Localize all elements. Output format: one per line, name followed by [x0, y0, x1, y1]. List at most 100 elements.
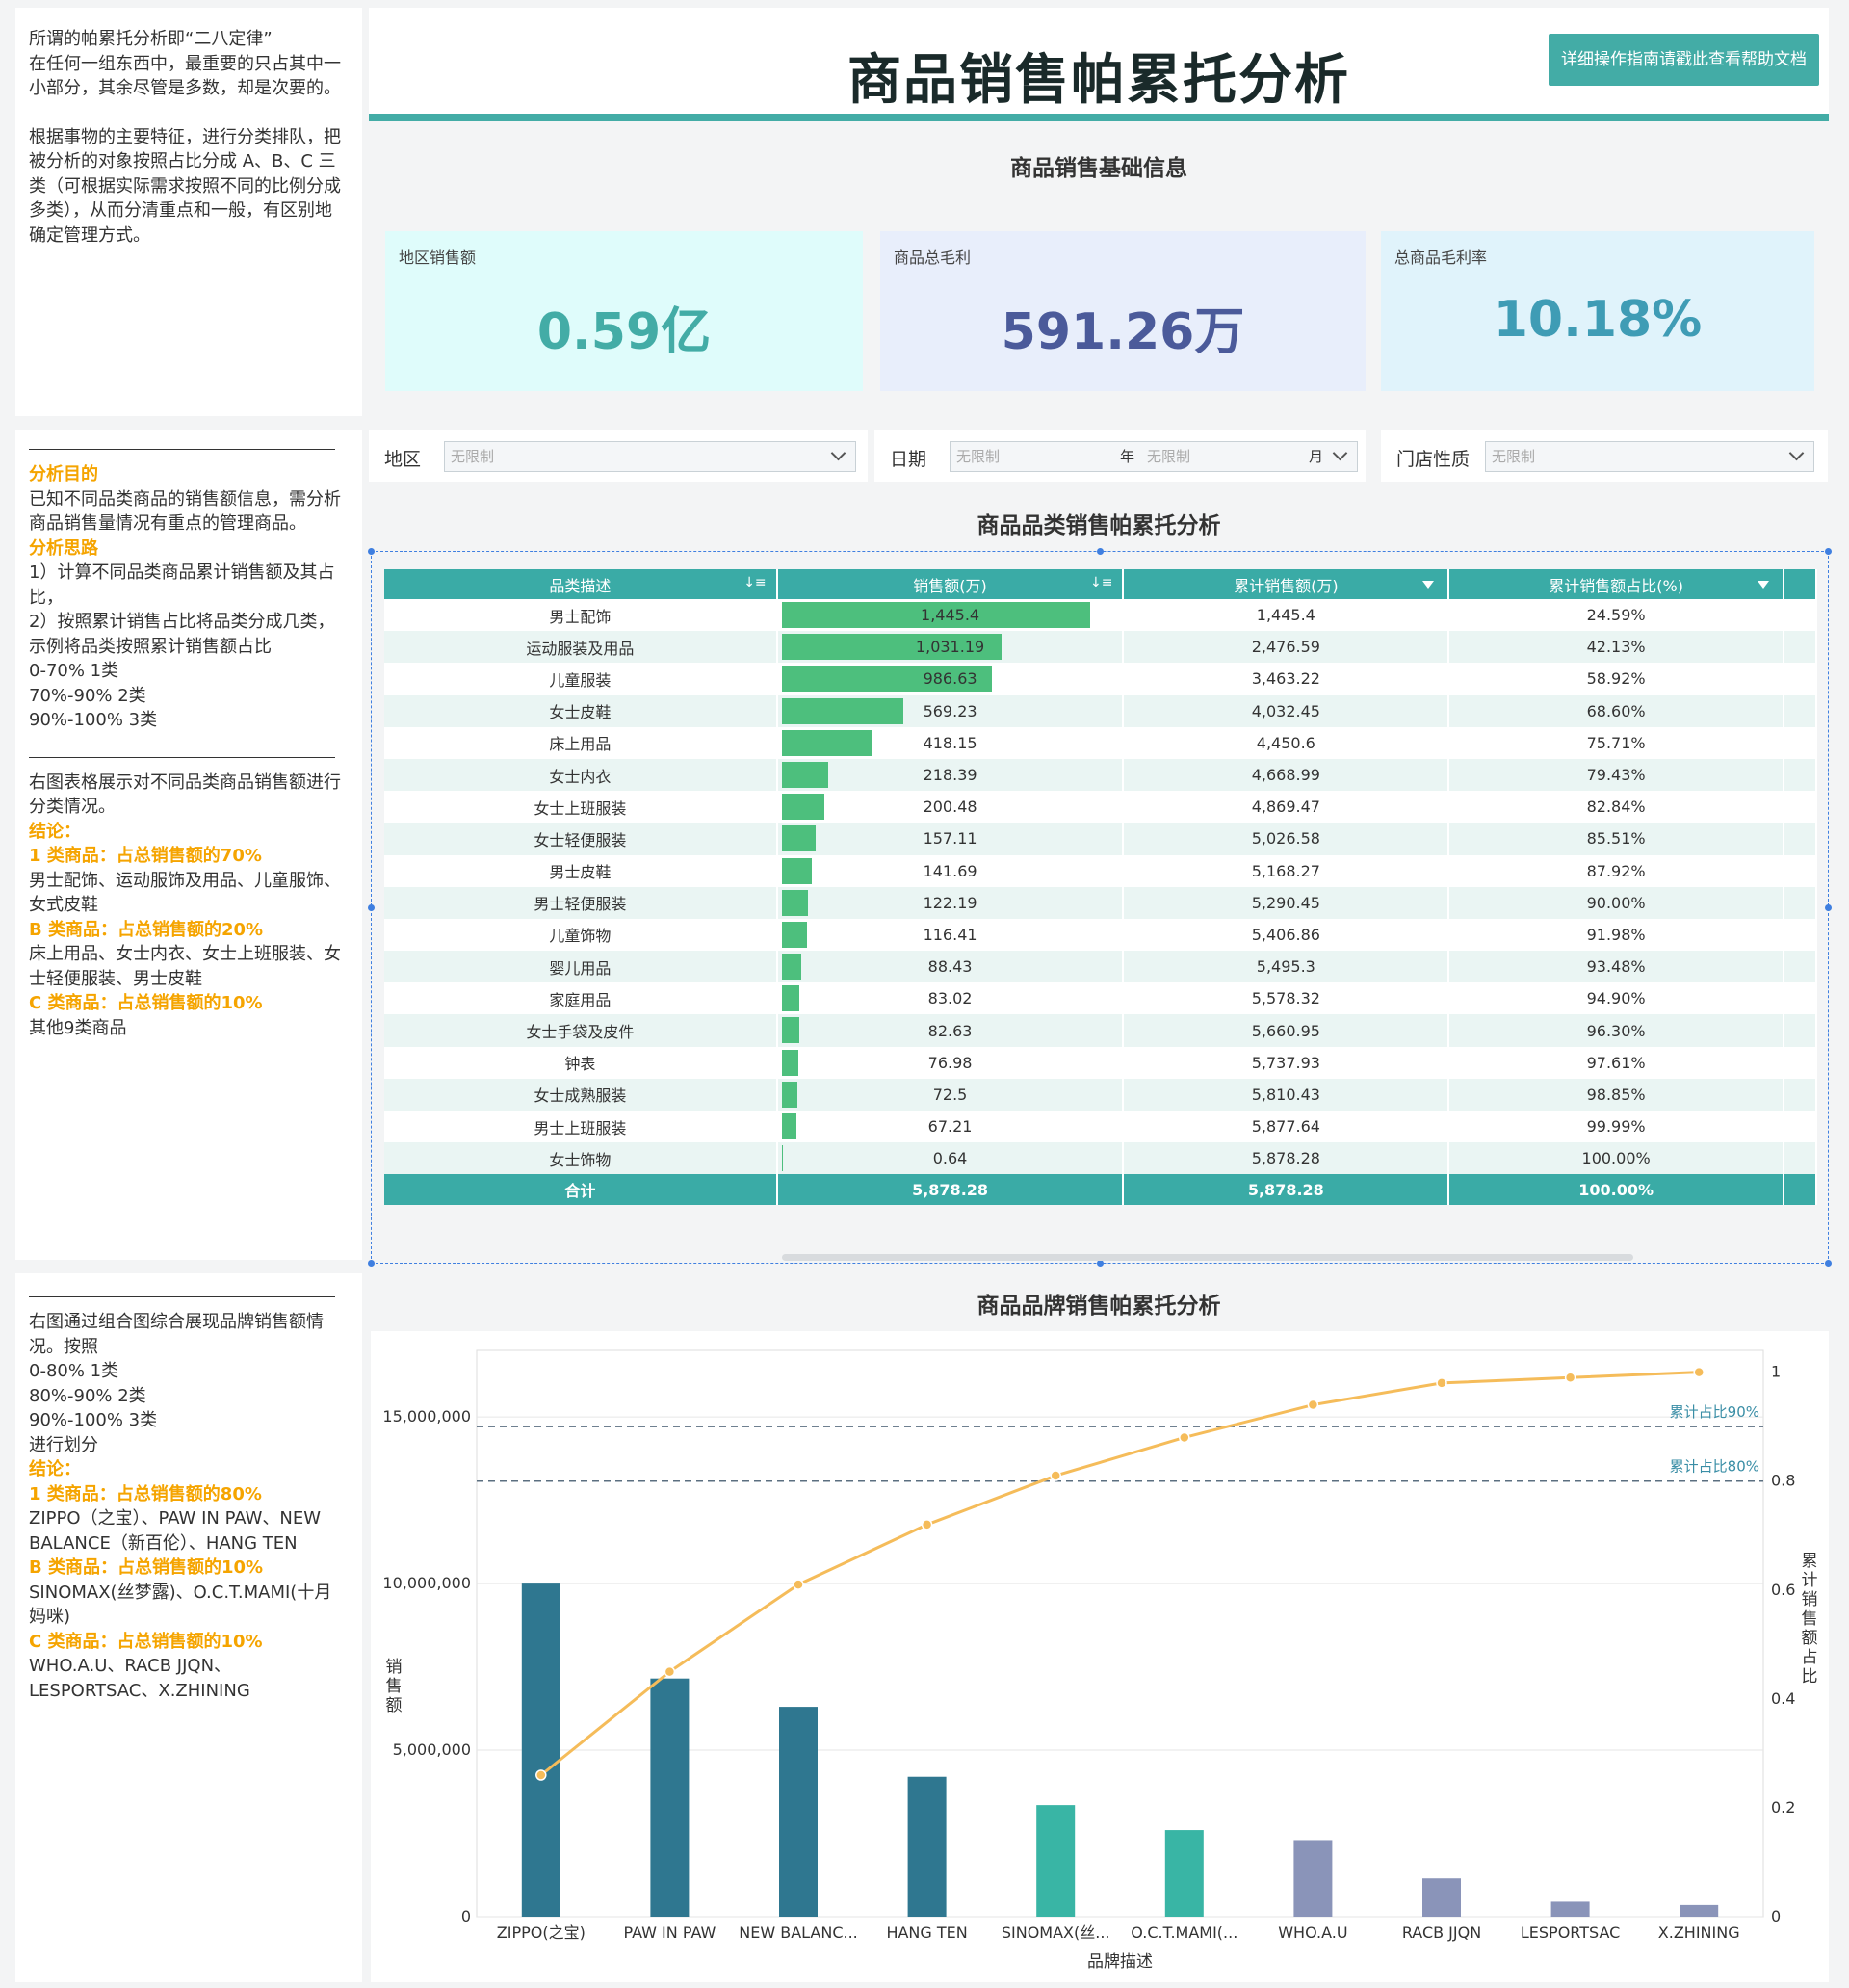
resize-handle[interactable] [368, 904, 375, 911]
date-filter-label: 日期 [890, 449, 927, 470]
total-sales: 5,878.28 [776, 1174, 1125, 1206]
bar [1680, 1904, 1719, 1917]
category-desc: 右图表格展示对不同品类商品销售额进行分类情况。 [29, 772, 341, 818]
help-doc-button[interactable]: 详细操作指南请戳此查看帮助文档 [1549, 34, 1819, 86]
cumulative-point [1307, 1399, 1319, 1411]
brand-pareto-chart: 0 5,000,000 10,000,000 15,000,000 0 0.2 0.4 0.6… [371, 1331, 1829, 1982]
header-sales[interactable]: 销售额(万) ↓≡ [776, 569, 1125, 599]
cell-spacer [1784, 982, 1817, 1015]
table-row[interactable]: 女士饰物 0.64 5,878.28 100.00% [384, 1142, 1817, 1175]
cumulative-point [664, 1665, 676, 1678]
table-row[interactable]: 女士手袋及皮件 82.63 5,660.95 96.30% [384, 1014, 1817, 1047]
brand-desc-line: 进行划分 [29, 1434, 98, 1455]
year-select-value[interactable]: 无限制 [956, 448, 1001, 465]
month-unit: 月 [1309, 448, 1324, 465]
sort-icon[interactable]: ↓≡ [743, 575, 767, 590]
cell-category: 家庭用品 [384, 982, 778, 1015]
sort-icon[interactable]: ↓≡ [1089, 575, 1113, 590]
table-row[interactable]: 女士轻便服装 157.11 5,026.58 85.51% [384, 823, 1817, 855]
month-select-value[interactable]: 无限制 [1147, 448, 1191, 465]
cell-cum-pct: 87.92% [1448, 854, 1784, 887]
region-select[interactable]: 无限制 [444, 441, 856, 472]
cell-spacer [1784, 1111, 1817, 1143]
cumulative-point [1564, 1372, 1576, 1384]
kpi-card-gross-profit: 商品总毛利 591.26万 [880, 231, 1366, 391]
table-row[interactable]: 男士上班服装 67.21 5,877.64 99.99% [384, 1111, 1817, 1143]
resize-handle[interactable] [1097, 1260, 1104, 1267]
sales-bar [781, 761, 828, 788]
table-row[interactable]: 男士轻便服装 122.19 5,290.45 90.00% [384, 886, 1817, 919]
cell-sales: 76.98 [776, 1046, 1125, 1079]
resize-handle[interactable] [1097, 548, 1104, 555]
title-bar: 商品销售帕累托分析 详细操作指南请戳此查看帮助文档 [369, 8, 1829, 121]
resize-handle[interactable] [1825, 904, 1832, 911]
resize-handle[interactable] [368, 1260, 375, 1267]
cell-cum-pct: 75.71% [1448, 726, 1784, 759]
filter-dropdown-icon[interactable] [1422, 581, 1435, 589]
cell-category: 女士饰物 [384, 1142, 778, 1175]
class-a-text: ZIPPO（之宝）、PAW IN PAW、NEW BALANCE（新百伦）、HA… [29, 1508, 322, 1554]
class-b-title: B 类商品：占总销售额的10% [29, 1557, 264, 1578]
region-filter-label: 地区 [384, 449, 422, 470]
class-c-text: WHO.A.U、RACB JJQN、LESPORTSAC、X.ZHINING [29, 1656, 250, 1701]
table-row[interactable]: 床上用品 418.15 4,450.6 75.71% [384, 726, 1817, 759]
x-tick-label: HANG TEN [886, 1923, 967, 1942]
table-row[interactable]: 运动服装及用品 1,031.19 2,476.59 42.13% [384, 631, 1817, 664]
store-type-filter: 门店性质 无限制 [1381, 430, 1828, 482]
cell-sales: 569.23 [776, 694, 1125, 727]
resize-handle[interactable] [368, 548, 375, 555]
cell-cum-sales: 5,660.95 [1123, 1014, 1450, 1047]
header-cum-pct[interactable]: 累计销售额占比(%) [1448, 569, 1784, 599]
sales-value: 76.98 [927, 1053, 973, 1072]
x-axis-label: 品牌描述 [1087, 1952, 1153, 1972]
cell-spacer [1784, 1174, 1817, 1206]
sales-bar [781, 985, 799, 1012]
divider [29, 449, 335, 450]
horizontal-scrollbar[interactable] [782, 1254, 1633, 1261]
resize-handle[interactable] [1825, 1260, 1832, 1267]
table-total-row: 合计 5,878.28 5,878.28 100.00% [384, 1174, 1817, 1206]
sales-bar [781, 954, 801, 981]
cell-cum-sales: 5,810.43 [1123, 1078, 1450, 1111]
date-select[interactable]: 无限制 年 无限制 月 [950, 441, 1358, 472]
cell-cum-pct: 96.30% [1448, 1014, 1784, 1047]
table-row[interactable]: 家庭用品 83.02 5,578.32 94.90% [384, 982, 1817, 1015]
cell-category: 运动服装及用品 [384, 631, 778, 664]
category-table-widget[interactable]: 品类描述 ↓≡ 销售额(万) ↓≡ 累计销售额(万) 累计销售额占比(%) 男士配饰… [368, 548, 1832, 1267]
table-row[interactable]: 儿童饰物 116.41 5,406.86 91.98% [384, 918, 1817, 952]
cell-spacer [1784, 1014, 1817, 1047]
sales-value: 1,445.4 [921, 606, 980, 625]
divider [29, 1296, 335, 1297]
table-row[interactable]: 女士皮鞋 569.23 4,032.45 68.60% [384, 694, 1817, 727]
x-tick-label: NEW BALANC... [739, 1923, 858, 1942]
divider [29, 756, 335, 758]
table-row[interactable]: 男士配饰 1,445.4 1,445.4 24.59% [384, 599, 1817, 632]
table-row[interactable]: 女士上班服装 200.48 4,869.47 82.84% [384, 791, 1817, 824]
table-row[interactable]: 钟表 76.98 5,737.93 97.61% [384, 1046, 1817, 1079]
bar [521, 1583, 560, 1917]
bar [779, 1707, 818, 1917]
store-type-filter-label: 门店性质 [1396, 449, 1471, 470]
table-row[interactable]: 女士内衣 218.39 4,668.99 79.43% [384, 758, 1817, 792]
table-row[interactable]: 儿童服装 986.63 3,463.22 58.92% [384, 663, 1817, 695]
filter-dropdown-icon[interactable] [1758, 581, 1769, 589]
store-type-select[interactable]: 无限制 [1485, 441, 1814, 472]
sales-bar [781, 697, 903, 724]
cell-category: 女士手袋及皮件 [384, 1014, 778, 1047]
cell-cum-pct: 24.59% [1448, 599, 1784, 632]
cell-sales: 83.02 [776, 982, 1125, 1015]
header-category[interactable]: 品类描述 ↓≡ [384, 569, 778, 599]
sales-value: 569.23 [923, 701, 977, 720]
header-cum-sales[interactable]: 累计销售额(万) [1123, 569, 1450, 599]
table-row[interactable]: 男士皮鞋 141.69 5,168.27 87.92% [384, 854, 1817, 887]
sales-bar [781, 921, 807, 948]
header-cum-sales-label: 累计销售额(万) [1234, 576, 1339, 595]
cell-cum-sales: 5,737.93 [1123, 1046, 1450, 1079]
cell-cum-sales: 2,476.59 [1123, 631, 1450, 664]
cumulative-point [1179, 1431, 1190, 1444]
table-row[interactable]: 婴儿用品 88.43 5,495.3 93.48% [384, 951, 1817, 983]
resize-handle[interactable] [1825, 548, 1832, 555]
table-row[interactable]: 女士成熟服装 72.5 5,810.43 98.85% [384, 1078, 1817, 1111]
cell-cum-sales: 4,668.99 [1123, 758, 1450, 792]
cell-category: 钟表 [384, 1046, 778, 1079]
